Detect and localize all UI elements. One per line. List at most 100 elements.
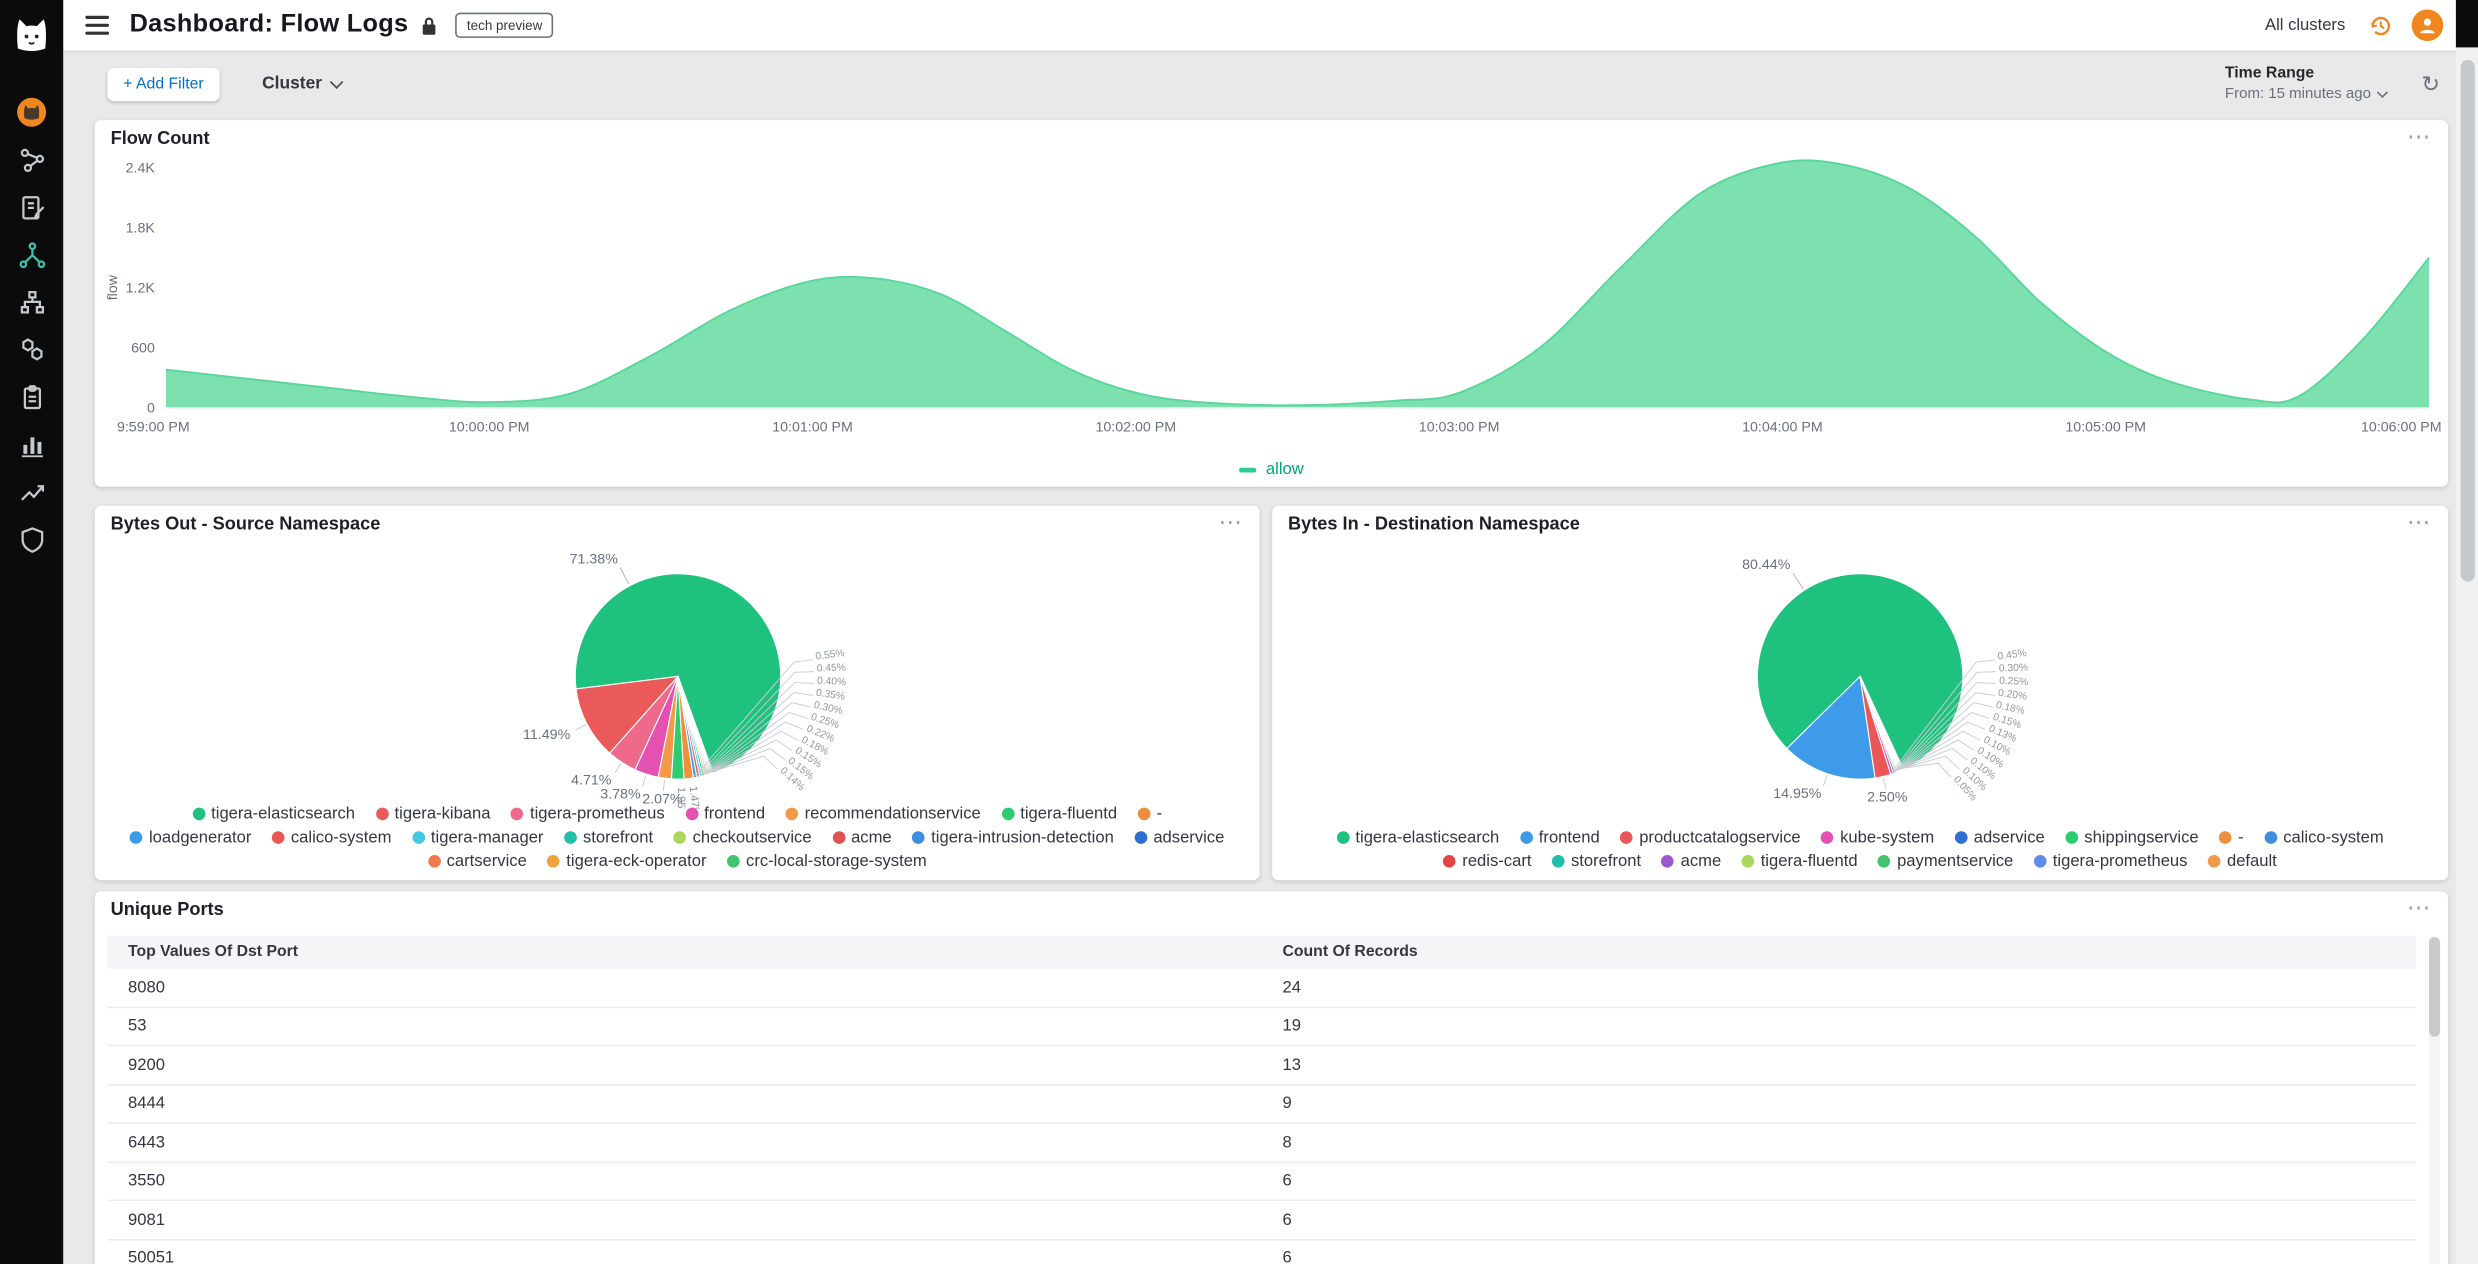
legend-item[interactable]: tigera-prometheus <box>511 804 665 823</box>
network-visualization-icon[interactable] <box>0 231 63 278</box>
table-scrollbar-thumb[interactable] <box>2429 937 2441 1037</box>
legend-label: tigera-intrusion-detection <box>931 828 1114 848</box>
legend-dot <box>1001 807 1014 821</box>
flow-count-chart[interactable]: 0 600 1.2K 1.8K 2.4K flow 9:59:00 PM 10:00:00 P… <box>95 149 2448 440</box>
panel-menu-button[interactable]: ⋯ <box>2406 508 2433 536</box>
security-events-icon[interactable] <box>0 515 63 562</box>
legend-item[interactable]: loadgenerator <box>129 828 251 847</box>
legend-item[interactable]: paymentservice <box>1878 852 2013 871</box>
panel-menu-button[interactable]: ⋯ <box>2406 894 2433 922</box>
all-clusters-selector[interactable]: All clusters <box>2265 15 2346 35</box>
legend-item[interactable]: tigera-intrusion-detection <box>912 828 1114 847</box>
user-avatar[interactable] <box>2411 9 2444 42</box>
time-range-selector[interactable]: Time Range From: 15 minutes ago <box>2225 65 2389 103</box>
legend-dot <box>1336 831 1350 844</box>
allow-legend-icon <box>1239 466 1257 472</box>
legend-item[interactable]: checkoutservice <box>673 828 812 847</box>
page-scrollbar-thumb[interactable] <box>2459 60 2475 582</box>
legend-item[interactable]: tigera-elasticsearch <box>192 804 355 823</box>
history-icon[interactable] <box>2367 12 2394 39</box>
panel-title: Bytes In - Destination Namespace <box>1287 515 1580 535</box>
legend-item[interactable]: tigera-elasticsearch <box>1336 828 1499 847</box>
activity-trends-icon[interactable] <box>0 468 63 515</box>
cluster-dropdown[interactable]: Cluster <box>262 74 343 94</box>
tigera-logo-icon[interactable] <box>0 3 63 66</box>
compliance-reports-icon[interactable] <box>0 373 63 420</box>
legend-label: acme <box>851 828 892 848</box>
legend-item[interactable]: shippingservice <box>2065 828 2199 847</box>
service-graph-icon[interactable] <box>0 136 63 183</box>
table-scrollbar[interactable] <box>2429 935 2441 1264</box>
legend-item[interactable]: tigera-eck-operator <box>547 851 707 871</box>
legend-dot <box>685 807 698 821</box>
legend-item[interactable]: tigera-manager <box>411 828 543 847</box>
column-header-dst-port[interactable]: Top Values Of Dst Port <box>128 943 299 961</box>
cell-dst-port: 9081 <box>128 1210 165 1230</box>
bytes-out-pie[interactable]: 71.38% 11.49% 4.71%3.78% 2.07%1.95% 1.47% 0.5… <box>345 528 1009 809</box>
page-scrollbar[interactable] <box>2455 47 2478 1264</box>
legend-item[interactable]: acme <box>832 828 892 847</box>
legend-item[interactable]: calico-system <box>271 828 391 847</box>
add-filter-button[interactable]: + Add Filter <box>107 67 220 101</box>
panel-menu-button[interactable]: ⋯ <box>1218 508 1244 536</box>
legend-label: tigera-elasticsearch <box>1355 828 1500 848</box>
cluster-hierarchy-icon[interactable] <box>0 278 63 325</box>
legend-dot <box>2208 854 2221 868</box>
legend-dot <box>2033 854 2047 868</box>
legend-item[interactable]: productcatalogservice <box>1620 828 1801 847</box>
cell-dst-port: 8444 <box>128 1094 165 1113</box>
hamburger-menu-icon[interactable] <box>85 15 110 35</box>
svg-text:2.4K: 2.4K <box>126 160 156 176</box>
audit-logs-icon[interactable] <box>0 183 63 230</box>
table-header-row: Top Values Of Dst Port Count Of Records <box>107 935 2417 969</box>
legend-item[interactable]: redis-cart <box>1443 852 1531 871</box>
workloads-icon[interactable] <box>0 326 63 373</box>
legend-item[interactable]: - <box>2219 828 2244 847</box>
legend-dot <box>1443 854 1456 868</box>
legend-item[interactable]: tigera-fluentd <box>1741 852 1858 871</box>
legend-label: tigera-elasticsearch <box>211 804 356 824</box>
legend-item[interactable]: crc-local-storage-system <box>727 852 927 871</box>
svg-text:80.44%: 80.44% <box>1742 557 1791 573</box>
svg-text:9:59:00 PM: 9:59:00 PM <box>117 419 190 435</box>
panel-menu-button[interactable]: ⋯ <box>2406 123 2433 151</box>
legend-item[interactable]: acme <box>1661 852 1721 871</box>
legend-item[interactable]: frontend <box>685 804 765 823</box>
flow-legend[interactable]: allow <box>95 460 2448 479</box>
legend-dot <box>1661 854 1675 868</box>
column-header-count[interactable]: Count Of Records <box>1282 943 1418 961</box>
legend-item[interactable]: tigera-prometheus <box>2033 852 2187 871</box>
legend-item[interactable]: adservice <box>1134 828 1224 847</box>
svg-text:flow: flow <box>105 274 121 300</box>
legend-item[interactable]: storefront <box>1552 852 1641 871</box>
legend-label: tigera-eck-operator <box>566 851 707 871</box>
legend-item[interactable]: calico-system <box>2264 828 2384 847</box>
legend-item[interactable]: cartservice <box>427 852 527 871</box>
panel-title: Unique Ports <box>110 900 224 920</box>
refresh-button[interactable]: ↻ <box>2421 70 2441 96</box>
svg-text:11.49%: 11.49% <box>522 727 570 743</box>
legend-item[interactable]: storefront <box>563 828 653 847</box>
legend-item[interactable]: - <box>1137 804 1162 823</box>
legend-label: storefront <box>1570 851 1642 871</box>
bytes-in-pie[interactable]: 80.44%14.95% 2.50%0.45%0.30%0.25%0.20%0.1… <box>1528 528 2192 809</box>
svg-text:0.45%: 0.45% <box>816 662 845 674</box>
table-row: 50051 6 <box>107 1240 2416 1264</box>
legend-item[interactable]: default <box>2208 852 2277 871</box>
cluster-label: Cluster <box>262 74 323 94</box>
brand-circle-icon[interactable] <box>0 89 63 136</box>
dashboards-icon[interactable] <box>0 420 63 467</box>
legend-item[interactable]: adservice <box>1954 828 2045 847</box>
legend-item[interactable]: kube-system <box>1821 828 1934 847</box>
legend-item[interactable]: recommendationservice <box>785 804 981 823</box>
legend-dot <box>511 807 524 821</box>
svg-text:1.47%: 1.47% <box>686 785 701 809</box>
table-row: 9200 13 <box>107 1046 2417 1085</box>
table-row: 6443 8 <box>107 1124 2417 1163</box>
legend-item[interactable]: tigera-fluentd <box>1001 804 1117 823</box>
legend-label: kube-system <box>1840 828 1935 848</box>
legend-item[interactable]: frontend <box>1519 828 1600 847</box>
legend-item[interactable]: tigera-kibana <box>375 804 490 823</box>
legend-dot <box>1620 831 1633 844</box>
